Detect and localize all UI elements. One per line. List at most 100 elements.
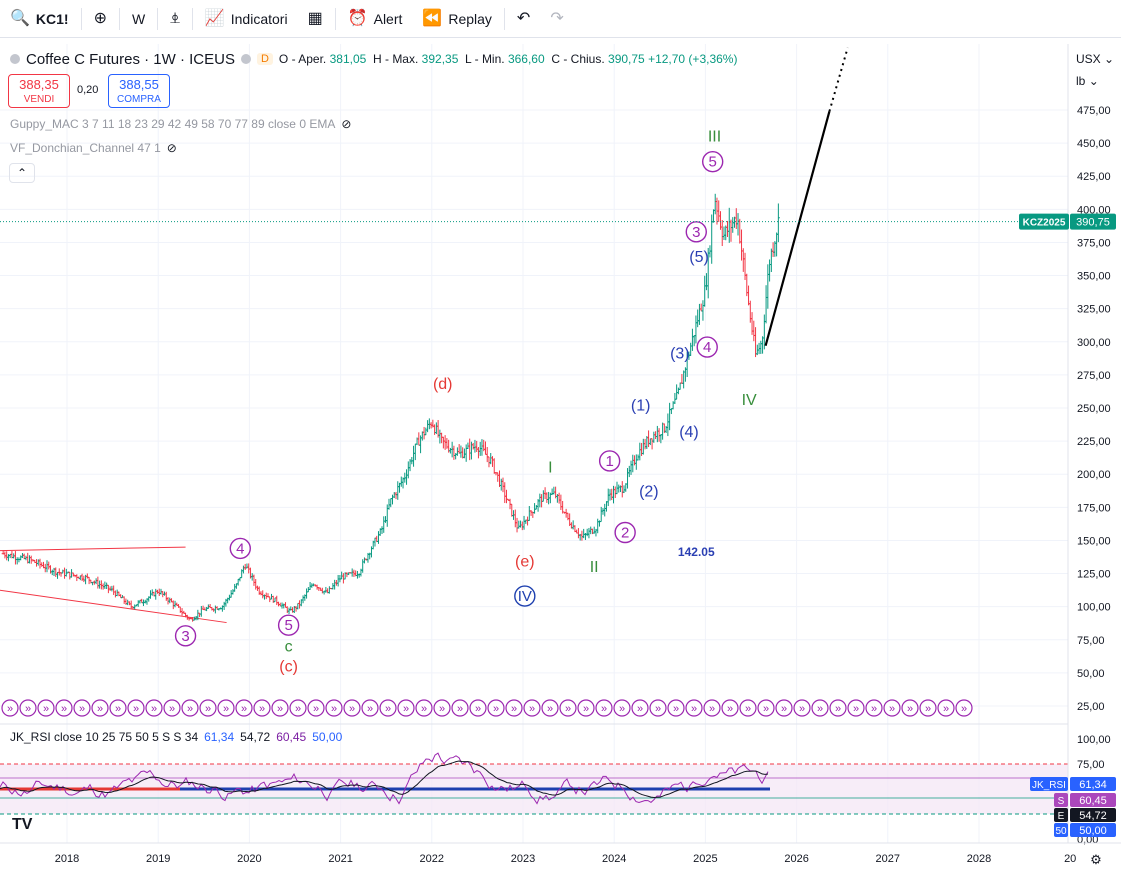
channel-trendline xyxy=(0,589,227,624)
wave-labels: 435c(c)(d)(e)IVIII12(1)(2)(3)(4)4(5)35II… xyxy=(174,128,757,675)
sell-price: 388,35 xyxy=(19,77,59,92)
last-price-value: 390,75 xyxy=(1076,217,1110,229)
replay-marker-arrow: » xyxy=(961,703,967,715)
price-tick-label: 450,00 xyxy=(1077,138,1111,150)
replay-marker-circle xyxy=(901,699,919,717)
replay-marker-circle xyxy=(433,699,451,717)
replay-marker-circle xyxy=(37,699,55,717)
chart-legend: Coffee C Futures · 1W · ICEUS D O - Aper… xyxy=(10,49,737,69)
plus-circle-icon: ⊕ xyxy=(93,9,107,27)
replay-button[interactable]: ⏪ Replay xyxy=(412,0,502,38)
close-value: 390,75 xyxy=(608,52,645,66)
replay-marker-circle xyxy=(307,699,325,717)
price-chart[interactable]: 435c(c)(d)(e)IVIII12(1)(2)(3)(4)4(5)35II… xyxy=(0,38,1121,875)
rsi-value-2: 54,72 xyxy=(240,730,271,744)
top-toolbar: 🔍 KC1! ⊕ W ⍎ 📈 Indicatori ▦ ⏰ Alert ⏪ Re… xyxy=(0,0,1121,38)
symbol-title[interactable]: Coffee C Futures · 1W · ICEUS xyxy=(26,50,235,68)
replay-marker-arrow: » xyxy=(493,703,499,715)
replay-marker-arrow: » xyxy=(565,703,571,715)
undo-icon: ↶ xyxy=(516,9,531,27)
projection-dotted-line xyxy=(828,47,849,112)
chart-type-button[interactable]: ⍎ xyxy=(160,0,190,38)
rsi-badge-value-box xyxy=(1070,793,1116,807)
unit-selector[interactable]: USX ⌄ lb ⌄ xyxy=(1068,48,1118,92)
guppy-indicator-legend[interactable]: Guppy_MAC 3 7 11 18 23 29 42 49 58 70 77… xyxy=(10,117,351,131)
wave-label-text: (3) xyxy=(670,346,690,363)
replay-marker-circle xyxy=(379,699,397,717)
replay-marker-arrow: » xyxy=(727,703,733,715)
undo-button[interactable]: ↶ xyxy=(507,0,540,38)
last-price-value-box xyxy=(1070,213,1116,230)
low-label: L - Min. xyxy=(465,52,505,66)
replay-marker-circle xyxy=(505,699,523,717)
collapse-legend-button[interactable]: ⌃ xyxy=(9,163,35,183)
time-tick-label: 2019 xyxy=(146,853,170,865)
rsi-legend[interactable]: JK_RSI close 10 25 75 50 5 S S 34 61,34 … xyxy=(10,730,342,744)
sell-button[interactable]: 388,35 VENDI xyxy=(8,74,70,108)
wave-label-text: 1 xyxy=(605,453,613,470)
wave-label-circle xyxy=(701,150,724,173)
alert-label: Alert xyxy=(373,10,403,27)
donchian-indicator-legend[interactable]: VF_Donchian_Channel 47 1 ⊘ xyxy=(10,141,177,155)
rsi-badge-label-box xyxy=(1054,793,1068,807)
time-axis[interactable]: 2018 2019 2020 2021 2022 2023 2024 2025 2026 2027… xyxy=(0,842,1121,867)
wave-label-text: 4 xyxy=(703,339,711,356)
replay-marker-arrow: » xyxy=(475,703,481,715)
replay-marker-circle xyxy=(1,699,19,717)
rsi-badges: JK_RSI 61,34 S 60,45 E 54,72 50 50,00 xyxy=(1030,777,1116,837)
settings-icon: ⚙ xyxy=(1090,852,1102,867)
replay-marker-circle xyxy=(793,699,811,717)
layout-button[interactable]: ▦ xyxy=(298,0,333,38)
guppy-label: Guppy_MAC 3 7 11 18 23 29 42 49 58 70 77… xyxy=(10,117,336,131)
indicators-button[interactable]: 📈 Indicatori xyxy=(195,0,298,38)
interval-button[interactable]: W xyxy=(122,0,155,38)
replay-marker-circle xyxy=(613,699,631,717)
search-icon: 🔍 xyxy=(10,9,30,27)
last-price-symbol-box xyxy=(1019,213,1069,230)
sell-label: VENDI xyxy=(23,94,55,105)
unit-of-measure-selector[interactable]: lb ⌄ xyxy=(1068,70,1118,92)
compare-button[interactable]: ⊕ xyxy=(84,0,117,38)
redo-button[interactable]: ↷ xyxy=(540,0,573,38)
price-tick-label: 50,00 xyxy=(1077,668,1105,680)
channel-trendline xyxy=(0,546,186,552)
grid-icon: ▦ xyxy=(307,9,323,27)
toolbar-divider xyxy=(503,7,505,30)
price-tick-label: 200,00 xyxy=(1077,469,1111,481)
wave-label-circle xyxy=(598,450,621,472)
price-tick-label: 150,00 xyxy=(1077,535,1111,547)
replay-marker-circle xyxy=(55,699,73,717)
currency-selector[interactable]: USX ⌄ xyxy=(1068,48,1118,70)
replay-marker-circle xyxy=(415,699,433,717)
replay-marker-circle xyxy=(595,699,613,717)
price-tick-label: 250,00 xyxy=(1077,403,1111,415)
open-value: 381,05 xyxy=(329,52,367,66)
rsi-line xyxy=(0,752,769,805)
high-label: H - Max. xyxy=(372,52,419,66)
rsi-badge-label-box xyxy=(1030,777,1068,791)
time-tick-label: 2022 xyxy=(420,853,444,865)
replay-marker-circle xyxy=(541,699,559,717)
buy-button[interactable]: 388,55 COMPRA xyxy=(108,74,170,108)
replay-marker-arrow: » xyxy=(403,703,409,715)
toolbar-divider xyxy=(191,7,193,30)
price-tick-label: 75,00 xyxy=(1077,635,1105,647)
time-tick-label: 2024 xyxy=(602,853,626,865)
rsi-badge-value: 50,00 xyxy=(1079,825,1107,837)
replay-marker-arrow: » xyxy=(115,703,121,715)
rewind-icon: ⏪ xyxy=(422,9,443,27)
price-tick-label: 400,00 xyxy=(1077,204,1111,216)
price-tick-label: 100,00 xyxy=(1077,602,1111,614)
symbol-search-button[interactable]: 🔍 KC1! xyxy=(0,0,79,38)
replay-marker-arrow: » xyxy=(79,703,85,715)
replay-marker-arrow: » xyxy=(943,703,949,715)
eye-off-icon[interactable]: ⊘ xyxy=(166,141,177,155)
wave-label-text: III xyxy=(708,128,721,145)
replay-marker-arrow: » xyxy=(601,703,607,715)
price-axis[interactable]: 475,00 450,00 425,00 400,00 375,00 350,00 325,… xyxy=(1067,44,1121,846)
alert-button[interactable]: ⏰ Alert xyxy=(338,0,413,38)
replay-marker-circle xyxy=(397,699,415,717)
grid-lines xyxy=(0,44,1071,843)
eye-off-icon[interactable]: ⊘ xyxy=(341,117,352,131)
price-tick-label: 175,00 xyxy=(1077,502,1111,514)
